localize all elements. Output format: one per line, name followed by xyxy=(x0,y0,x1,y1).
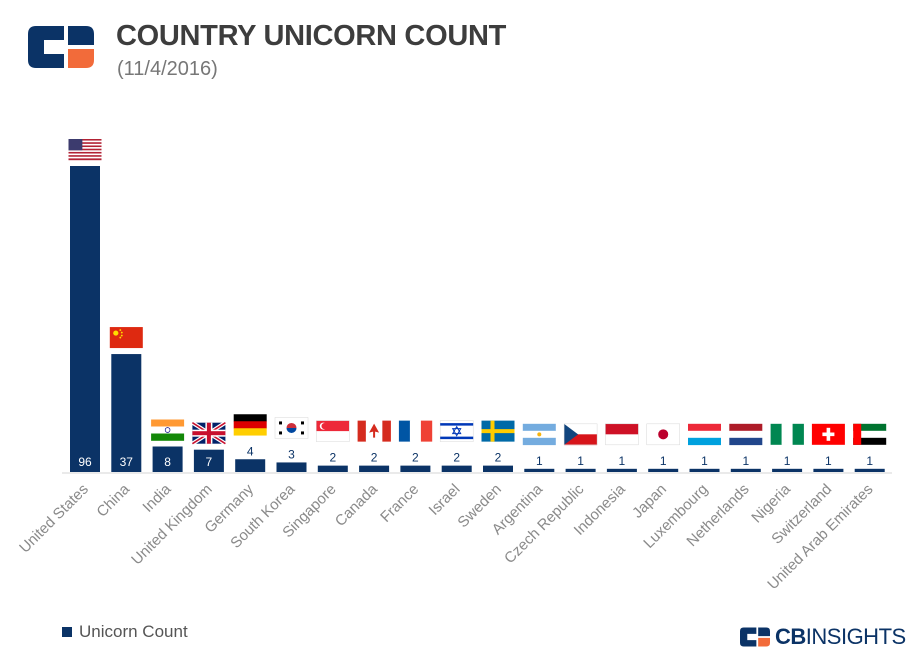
bar-netherlands xyxy=(730,468,761,472)
value-label-netherlands: 1 xyxy=(742,454,749,468)
flag-czech-republic-icon xyxy=(563,423,598,446)
value-label-singapore: 2 xyxy=(329,451,336,465)
cb-insights-small-logo-icon xyxy=(740,627,770,647)
bar-united-kingdom xyxy=(193,449,224,472)
bar-indonesia xyxy=(606,468,637,472)
flag-south-korea-icon xyxy=(274,417,309,439)
value-label-france: 2 xyxy=(412,451,419,465)
value-label-south-korea: 3 xyxy=(288,447,295,461)
flag-united-states-icon xyxy=(68,139,102,161)
bar-nigeria xyxy=(772,468,803,472)
bar-sweden xyxy=(483,465,513,472)
flag-indonesia-icon xyxy=(605,423,639,446)
flag-united-kingdom-icon xyxy=(191,421,227,446)
value-label-canada: 2 xyxy=(371,451,378,465)
value-label-israel: 2 xyxy=(453,451,460,465)
flag-canada-icon xyxy=(357,420,391,442)
chart-subtitle: (11/4/2016) xyxy=(117,58,218,80)
category-label-united-states: United States xyxy=(16,481,92,557)
legend-label: Unicorn Count xyxy=(79,622,188,641)
chart-legend: Unicorn Count xyxy=(62,622,188,642)
value-label-china: 37 xyxy=(120,455,134,469)
value-label-sweden: 2 xyxy=(495,451,502,465)
value-label-czech-republic: 1 xyxy=(577,454,584,468)
flag-israel-icon xyxy=(439,420,474,442)
value-label-switzerland: 1 xyxy=(825,454,832,468)
chart-title: COUNTRY UNICORN COUNT xyxy=(116,20,507,52)
bar-united-states xyxy=(70,166,100,472)
brand-name: CBINSIGHTS xyxy=(775,624,906,649)
flag-india-icon xyxy=(151,419,185,441)
brand-mark: CBINSIGHTS xyxy=(740,624,906,650)
bar-switzerland xyxy=(813,468,844,472)
flag-nigeria-icon xyxy=(770,423,804,445)
cb-insights-logo-icon xyxy=(28,26,94,68)
value-label-argentina: 1 xyxy=(536,454,543,468)
bar-germany xyxy=(235,459,266,472)
bar-luxembourg xyxy=(689,468,720,472)
flag-germany-icon xyxy=(233,414,267,436)
flag-netherlands-icon xyxy=(729,423,763,446)
category-label-israel: Israel xyxy=(426,481,464,519)
value-label-japan: 1 xyxy=(660,454,667,468)
category-label-canada: Canada xyxy=(332,480,382,530)
bar-india xyxy=(152,446,183,472)
bar-china xyxy=(111,354,142,472)
flag-japan-icon xyxy=(646,423,680,446)
category-label-france: France xyxy=(377,481,422,526)
category-label-india: India xyxy=(139,480,174,515)
value-label-nigeria: 1 xyxy=(784,454,791,468)
value-label-india: 8 xyxy=(164,455,171,469)
flag-argentina-icon xyxy=(522,423,556,446)
flag-united-arab-emirates-icon xyxy=(853,423,887,445)
flag-china-icon xyxy=(109,327,143,349)
flag-switzerland-icon xyxy=(811,423,845,445)
legend-swatch xyxy=(62,627,72,637)
value-label-indonesia: 1 xyxy=(619,454,626,468)
bar-france xyxy=(400,465,431,472)
value-label-united-states: 96 xyxy=(78,455,92,469)
bar-japan xyxy=(648,468,679,472)
value-label-germany: 4 xyxy=(247,444,254,458)
value-label-united-arab-emirates: 1 xyxy=(866,454,873,468)
bar-united-arab-emirates xyxy=(854,468,885,472)
category-label-china: China xyxy=(93,480,133,520)
flag-singapore-icon xyxy=(316,420,350,442)
bar-israel xyxy=(441,465,472,472)
flag-france-icon xyxy=(398,420,433,442)
flag-luxembourg-icon xyxy=(688,423,721,446)
value-label-luxembourg: 1 xyxy=(701,454,708,468)
bar-south-korea xyxy=(276,462,307,472)
bar-singapore xyxy=(317,465,348,472)
bar-canada xyxy=(359,465,390,472)
bar-argentina xyxy=(524,468,555,472)
bar-czech-republic xyxy=(565,468,596,472)
value-label-united-kingdom: 7 xyxy=(206,455,213,469)
flag-sweden-icon xyxy=(481,420,515,442)
